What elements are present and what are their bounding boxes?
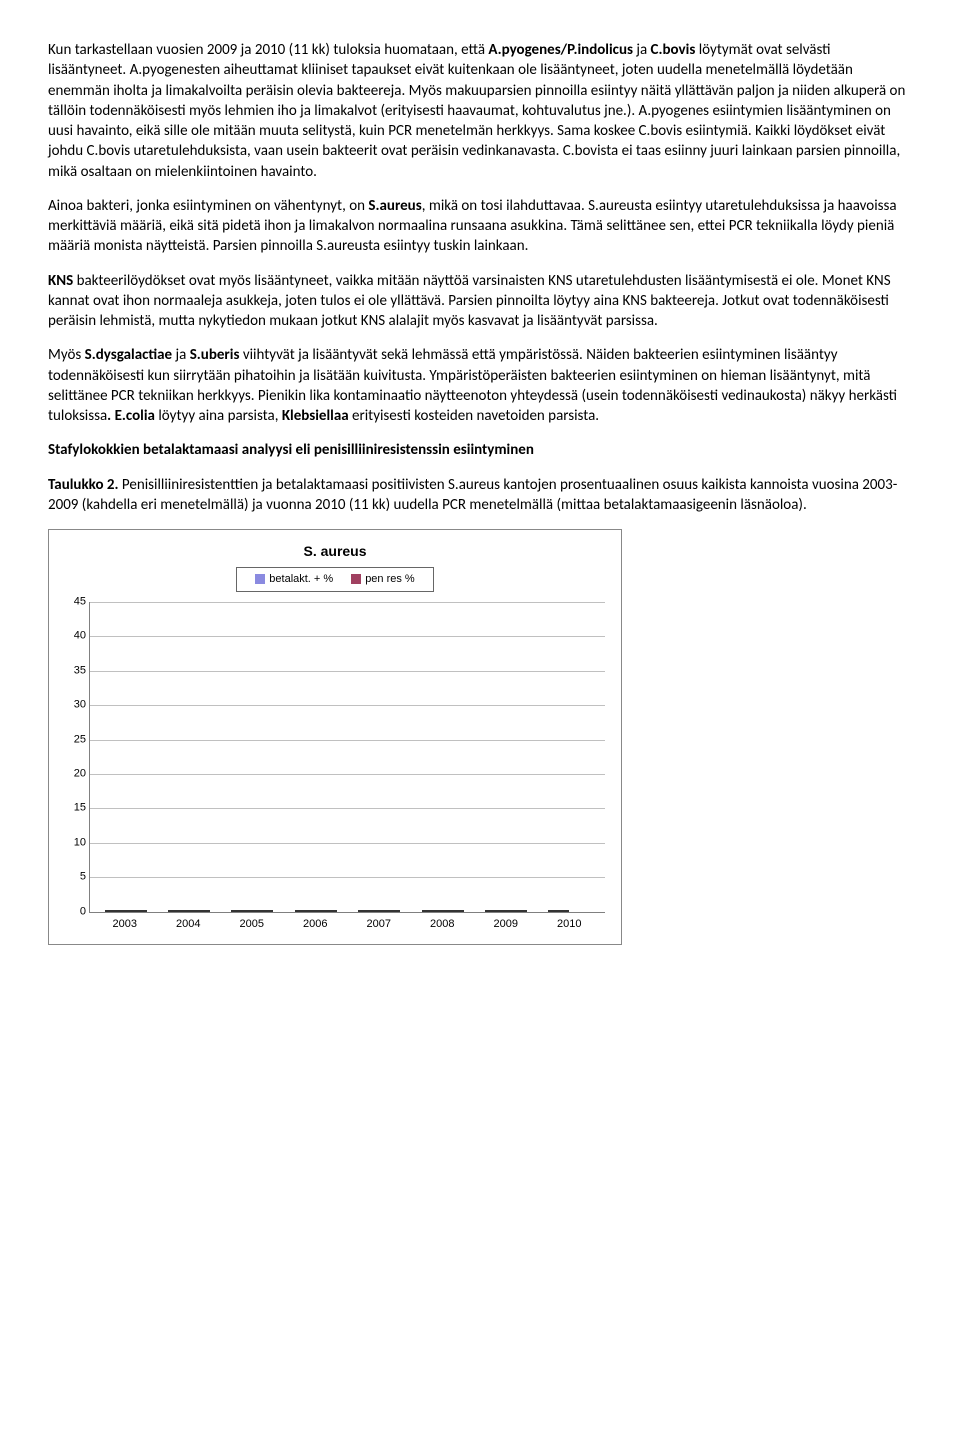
chart-legend: betalakt. + % pen res %	[236, 567, 434, 592]
y-tick-label: 20	[60, 767, 86, 782]
bar-group	[102, 910, 150, 912]
bar	[316, 910, 337, 912]
bar	[126, 910, 147, 912]
gridline	[90, 636, 605, 637]
text: Ainoa bakteri, jonka esiintyminen on väh…	[48, 197, 368, 215]
bar	[485, 910, 506, 912]
x-tick-label: 2003	[101, 917, 149, 932]
text: ja	[633, 41, 651, 59]
x-tick-label: 2008	[418, 917, 466, 932]
bold-text: Taulukko 2.	[48, 476, 119, 494]
gridline	[90, 705, 605, 706]
paragraph-1: Kun tarkastellaan vuosien 2009 ja 2010 (…	[48, 40, 912, 182]
y-tick-label: 0	[60, 904, 86, 919]
gridline	[90, 774, 605, 775]
bar-group	[228, 910, 276, 912]
legend-label: betalakt. + %	[269, 572, 333, 587]
y-tick-label: 25	[60, 732, 86, 747]
x-tick-label: 2007	[355, 917, 403, 932]
bold-text: S.uberis	[190, 346, 240, 364]
paragraph-3: KNS bakteerilöydökset ovat myös lisäänty…	[48, 271, 912, 332]
text: Penisilliiniresistenttien ja betalaktama…	[48, 476, 897, 514]
gridline	[90, 740, 605, 741]
bar	[548, 910, 569, 912]
x-tick-label: 2009	[482, 917, 530, 932]
text: ja	[172, 346, 190, 364]
y-tick-label: 5	[60, 870, 86, 885]
bar-group	[419, 910, 467, 912]
bar	[379, 910, 400, 912]
table-caption: Taulukko 2. Penisilliiniresistenttien ja…	[48, 475, 912, 516]
x-tick-label: 2006	[291, 917, 339, 932]
text: Myös	[48, 346, 85, 364]
x-tick-label: 2004	[164, 917, 212, 932]
paragraph-4: Myös S.dysgalactiae ja S.uberis viihtyvä…	[48, 345, 912, 426]
bar	[295, 910, 316, 912]
chart-title: S. aureus	[55, 542, 615, 561]
bar-group	[482, 910, 530, 912]
x-tick-label: 2005	[228, 917, 276, 932]
bold-text: Klebsiellaa	[282, 407, 349, 425]
bar-group	[165, 910, 213, 912]
bar	[252, 910, 273, 912]
gridline	[90, 808, 605, 809]
chart-container: S. aureus betalakt. + %pen res % 0510152…	[48, 529, 622, 945]
bold-text: A.pyogenes/P.indolicus	[488, 41, 633, 59]
legend-swatch	[255, 574, 265, 584]
section-heading: Stafylokokkien betalaktamaasi analyysi e…	[48, 440, 912, 460]
y-tick-label: 35	[60, 663, 86, 678]
text: bakteerilöydökset ovat myös lisääntyneet…	[48, 272, 891, 331]
gridline	[90, 843, 605, 844]
bar-group	[355, 910, 403, 912]
bar	[443, 910, 464, 912]
legend-swatch	[351, 574, 361, 584]
y-tick-label: 10	[60, 835, 86, 850]
bar	[189, 910, 210, 912]
chart-bars	[90, 602, 605, 912]
bold-text: S.dysgalactiae	[85, 346, 173, 364]
chart-x-labels: 2003 2004 2005 2006 2007 2008 2009 2010	[89, 913, 605, 938]
gridline	[90, 671, 605, 672]
bold-text: KNS	[48, 272, 73, 290]
text: löytymät ovat selvästi lisääntyneet. A.p…	[48, 41, 905, 181]
x-tick-label: 2010	[545, 917, 593, 932]
bold-text: S.aureus	[368, 197, 421, 215]
gridline	[90, 877, 605, 878]
y-tick-label: 30	[60, 698, 86, 713]
text: Kun tarkastellaan vuosien 2009 ja 2010 (…	[48, 41, 488, 59]
bold-text: . E.colia	[107, 407, 155, 425]
bar	[358, 910, 379, 912]
bar	[231, 910, 252, 912]
text: löytyy aina parsista,	[155, 407, 282, 425]
legend-label: pen res %	[365, 572, 415, 587]
bar-group	[545, 910, 593, 912]
paragraph-2: Ainoa bakteri, jonka esiintyminen on väh…	[48, 196, 912, 257]
bar	[105, 910, 126, 912]
y-tick-label: 15	[60, 801, 86, 816]
y-tick-label: 40	[60, 629, 86, 644]
chart: S. aureus betalakt. + %pen res % 0510152…	[55, 542, 615, 938]
bar	[506, 910, 527, 912]
legend-item: pen res %	[351, 572, 415, 587]
legend-item: betalakt. + %	[255, 572, 333, 587]
chart-plot-area: 051015202530354045	[89, 602, 605, 913]
bar	[168, 910, 189, 912]
gridline	[90, 602, 605, 603]
bold-text: C.bovis	[651, 41, 696, 59]
bar	[422, 910, 443, 912]
y-tick-label: 45	[60, 594, 86, 609]
text: erityisesti kosteiden navetoiden parsist…	[349, 407, 599, 425]
bar-group	[292, 910, 340, 912]
